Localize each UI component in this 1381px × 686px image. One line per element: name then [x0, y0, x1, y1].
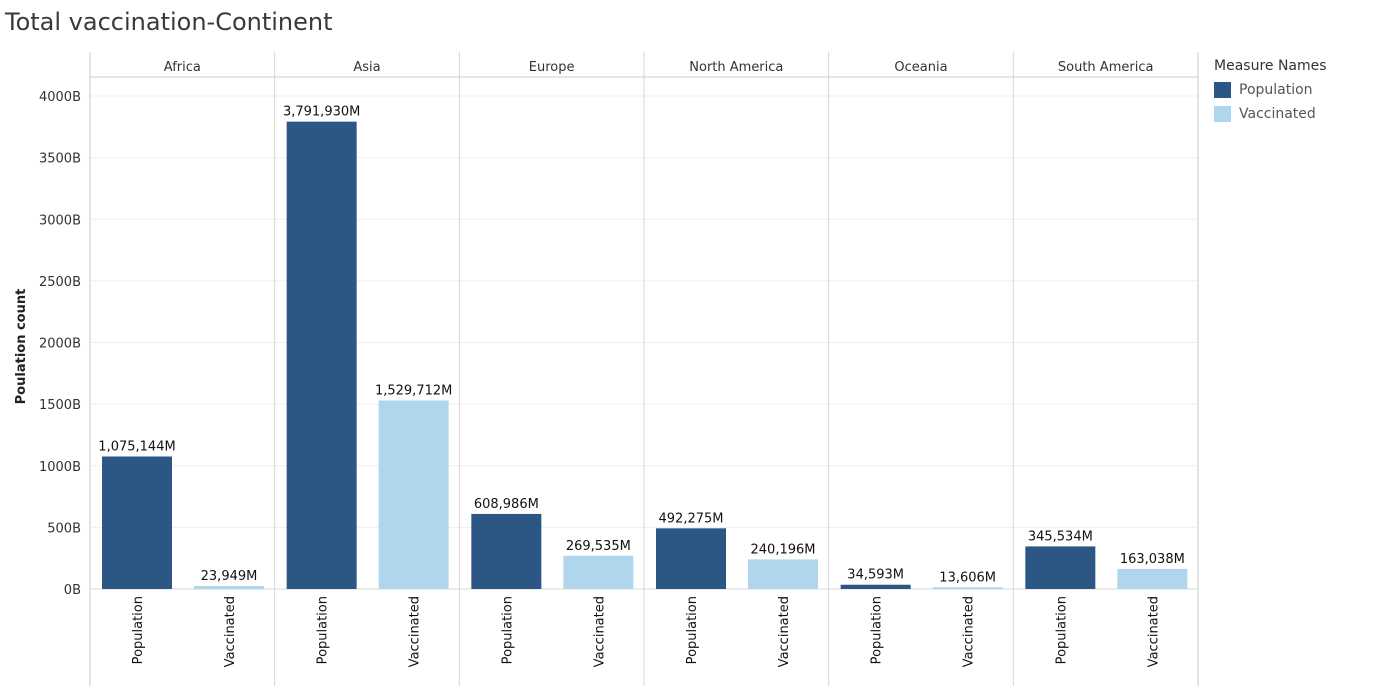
x-tick-label: Population — [870, 596, 885, 664]
data-label: 163,038M — [1120, 552, 1185, 567]
data-label: 269,535M — [566, 539, 631, 554]
panel-header: Africa — [164, 60, 201, 75]
legend-swatch-population — [1214, 82, 1231, 98]
chart-title: Total vaccination-Continent — [5, 8, 333, 36]
y-tick-label: 1000B — [39, 460, 81, 475]
bar — [286, 121, 357, 590]
bar — [563, 555, 634, 589]
y-axis-title: Poulation count — [14, 289, 29, 405]
x-tick-label: Population — [685, 596, 700, 664]
legend-title: Measure Names — [1214, 58, 1327, 74]
bar — [471, 513, 542, 589]
y-tick-label: 1500B — [39, 398, 81, 413]
x-tick-label: Vaccinated — [223, 596, 238, 667]
y-tick-label: 2000B — [39, 337, 81, 352]
data-label: 1,529,712M — [375, 383, 452, 398]
y-tick-label: 3500B — [39, 152, 81, 167]
x-tick-label: Vaccinated — [408, 596, 423, 667]
bar — [102, 456, 172, 589]
y-tick-label: 3000B — [39, 213, 81, 228]
data-label: 492,275M — [659, 511, 724, 526]
y-tick-label: 4000B — [39, 90, 81, 105]
panel-header: Oceania — [894, 60, 947, 75]
x-tick-label: Vaccinated — [962, 596, 977, 667]
x-tick-label: Population — [500, 596, 515, 664]
legend-label-vaccinated: Vaccinated — [1239, 106, 1316, 122]
x-tick-label: Vaccinated — [592, 596, 607, 667]
data-label: 34,593M — [847, 568, 904, 583]
data-label: 240,196M — [751, 542, 816, 557]
data-label: 1,075,144M — [98, 439, 175, 454]
legend-item-vaccinated[interactable]: Vaccinated — [1214, 102, 1327, 126]
bar — [932, 587, 1003, 589]
x-tick-label: Population — [131, 596, 146, 664]
bar — [656, 528, 726, 589]
data-label: 608,986M — [474, 497, 539, 512]
x-tick-label: Vaccinated — [1146, 596, 1161, 667]
y-tick-label: 500B — [47, 521, 81, 536]
panel-header: North America — [689, 60, 783, 75]
x-tick-label: Population — [316, 596, 331, 664]
bar — [1025, 546, 1096, 589]
bar — [748, 559, 818, 589]
bar — [378, 400, 449, 589]
x-tick-label: Population — [1054, 596, 1069, 664]
data-label: 3,791,930M — [283, 105, 360, 120]
legend: Measure Names Population Vaccinated — [1214, 58, 1327, 126]
y-tick-label: 0B — [64, 583, 81, 598]
legend-label-population: Population — [1239, 82, 1313, 98]
y-tick-label: 2500B — [39, 275, 81, 290]
data-label: 13,606M — [939, 570, 996, 585]
x-tick-label: Vaccinated — [777, 596, 792, 667]
bar — [194, 586, 264, 589]
panel-header: Asia — [353, 60, 380, 75]
bar — [840, 584, 911, 589]
panel-header: South America — [1058, 60, 1154, 75]
legend-item-population[interactable]: Population — [1214, 78, 1327, 102]
panel-header: Europe — [529, 60, 575, 75]
data-label: 23,949M — [201, 569, 258, 584]
legend-swatch-vaccinated — [1214, 106, 1231, 122]
bar — [1117, 568, 1188, 589]
data-label: 345,534M — [1028, 529, 1093, 544]
